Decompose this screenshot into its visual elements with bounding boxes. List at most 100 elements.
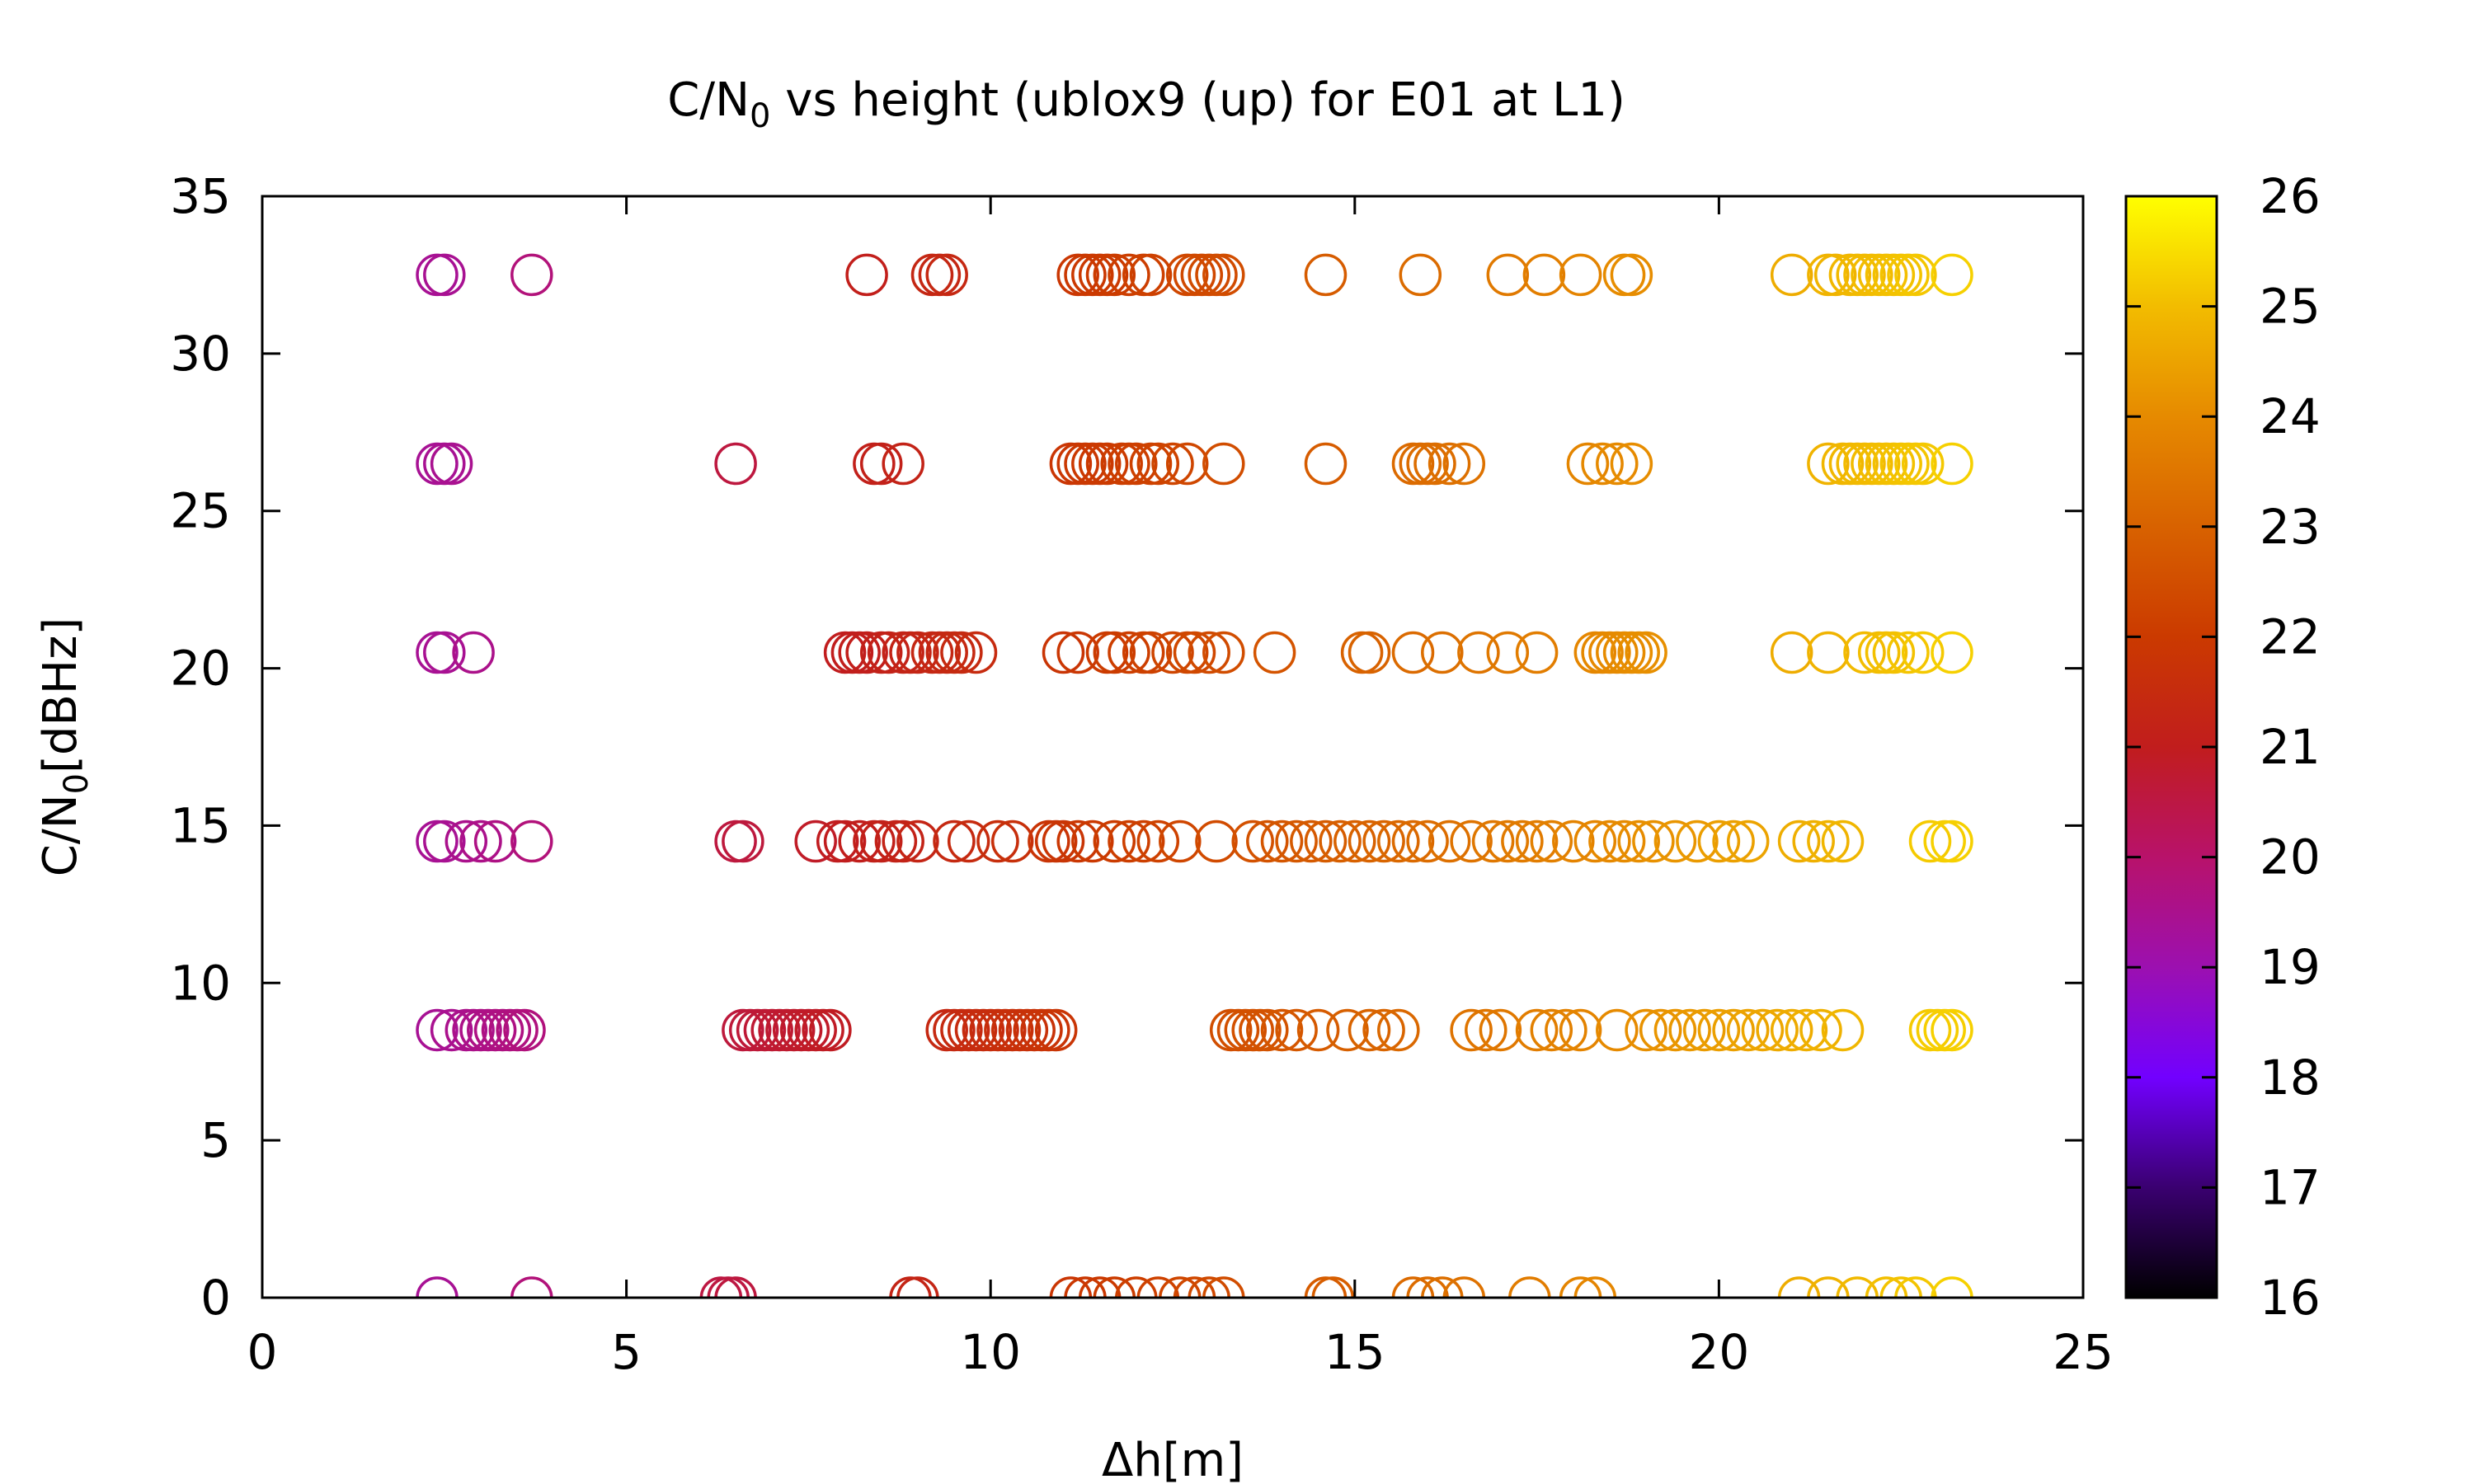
data-point — [1290, 819, 1333, 863]
data-point — [1151, 631, 1194, 674]
data-point — [1741, 1008, 1785, 1052]
data-point — [1486, 819, 1530, 863]
data-point — [1202, 442, 1245, 486]
data-point — [1115, 442, 1158, 486]
colorbar-tick-label: 18 — [2260, 1050, 2321, 1106]
data-point — [1377, 1008, 1420, 1052]
data-point — [867, 631, 910, 674]
data-point — [1465, 1008, 1507, 1052]
data-point — [1260, 819, 1304, 863]
data-point — [1136, 1276, 1180, 1298]
data-point — [925, 253, 968, 297]
data-point — [1442, 1276, 1486, 1298]
data-point — [838, 819, 881, 863]
data-point — [1821, 819, 1865, 863]
data-point — [444, 819, 488, 863]
data-point — [859, 819, 903, 863]
data-point — [1807, 442, 1850, 486]
data-point — [1770, 1008, 1813, 1052]
data-point — [1377, 819, 1420, 863]
data-point — [1821, 1008, 1865, 1052]
data-point — [1042, 819, 1085, 863]
data-point — [1326, 1008, 1369, 1052]
data-point — [1807, 1276, 1850, 1298]
data-point — [1530, 1008, 1573, 1052]
data-point — [430, 1008, 473, 1052]
data-point — [1653, 819, 1697, 863]
data-point — [1246, 1008, 1289, 1052]
y-tick-label: 15 — [170, 797, 231, 853]
y-tick-label: 25 — [170, 483, 231, 539]
colorbar-tick-label: 23 — [2260, 499, 2321, 555]
data-point — [845, 631, 888, 674]
data-point — [1348, 1008, 1391, 1052]
data-point — [1391, 819, 1435, 863]
data-point — [430, 442, 473, 486]
data-point — [1275, 1008, 1318, 1052]
data-point — [1894, 253, 1937, 297]
data-point — [1682, 1008, 1726, 1052]
data-point — [1115, 1276, 1158, 1298]
data-point — [823, 819, 867, 863]
data-point — [1406, 819, 1449, 863]
colorbar-tick-label: 21 — [2260, 719, 2321, 775]
data-point — [976, 819, 1019, 863]
data-point — [503, 1008, 546, 1052]
data-point — [1625, 1008, 1667, 1052]
data-point — [1056, 631, 1099, 674]
data-point — [1777, 819, 1821, 863]
data-point — [1573, 819, 1617, 863]
colorbar-tick-label: 22 — [2260, 608, 2321, 665]
y-tick-label: 5 — [200, 1112, 231, 1168]
data-point — [1653, 1008, 1697, 1052]
axis-ticks — [261, 195, 2085, 1299]
data-point — [1173, 631, 1216, 674]
data-point — [423, 819, 466, 863]
data-point — [896, 819, 939, 863]
data-point — [1202, 1276, 1245, 1298]
data-point — [1450, 1008, 1493, 1052]
data-point — [1253, 631, 1296, 674]
data-point — [1042, 631, 1085, 674]
colorbar-tick-label: 24 — [2260, 388, 2321, 444]
data-point — [1122, 819, 1165, 863]
colorbar-tick-label: 16 — [2260, 1270, 2321, 1326]
data-point — [1348, 631, 1391, 674]
data-point — [722, 819, 764, 863]
data-point — [1093, 819, 1136, 863]
data-point — [1085, 442, 1129, 486]
data-point — [1697, 1008, 1741, 1052]
data-point — [1559, 253, 1602, 297]
data-point — [1596, 1008, 1639, 1052]
data-point — [1901, 631, 1945, 674]
data-point — [510, 819, 553, 863]
data-point — [1777, 1276, 1821, 1298]
data-point — [940, 631, 983, 674]
data-point — [809, 1008, 852, 1052]
data-point — [1391, 631, 1435, 674]
data-point — [1319, 819, 1362, 863]
data-point — [1129, 253, 1173, 297]
data-point — [1108, 253, 1150, 297]
data-point — [423, 631, 466, 674]
data-point — [1246, 819, 1289, 863]
data-point — [1151, 442, 1194, 486]
data-point — [1406, 1276, 1449, 1298]
data-point — [1159, 819, 1202, 863]
data-point — [1676, 819, 1719, 863]
data-point — [423, 253, 466, 297]
data-point — [459, 819, 502, 863]
data-point — [859, 442, 903, 486]
x-tick-label: 10 — [960, 1324, 1021, 1380]
data-point — [452, 631, 495, 674]
data-point — [1427, 442, 1471, 486]
data-point — [1304, 819, 1348, 863]
y-tick-label: 20 — [170, 641, 231, 697]
data-points — [416, 253, 1973, 1298]
data-point — [990, 819, 1034, 863]
data-point — [1231, 819, 1274, 863]
data-point — [1304, 253, 1348, 297]
data-point — [1296, 1008, 1340, 1052]
data-point — [1931, 1008, 1973, 1052]
